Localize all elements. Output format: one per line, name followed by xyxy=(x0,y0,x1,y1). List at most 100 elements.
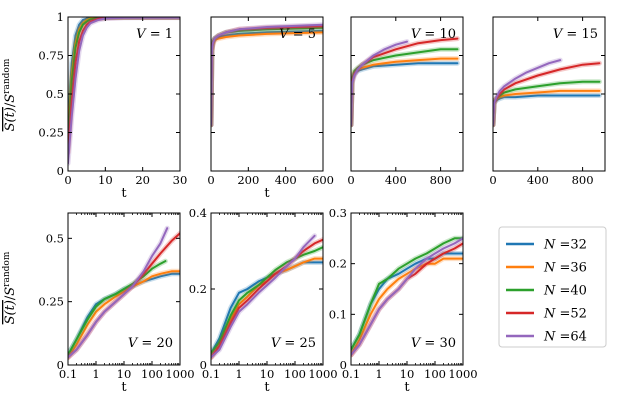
x-tick-label: 100 xyxy=(284,367,306,381)
panel-1: 0 10 20 30 0 0.25 0.5 0.75 1 t V = 1 xyxy=(38,10,187,201)
series-line-n64 xyxy=(351,40,408,126)
x-tick-label: 1 xyxy=(375,367,382,381)
x-axis-label: t xyxy=(264,186,270,201)
x-tick-label: 200 xyxy=(237,173,259,187)
series-line-n36 xyxy=(351,257,463,356)
panel-5: 0.1 1 10 100 1000 0 0.25 0.5 t V = 20 xyxy=(38,212,195,395)
y-tick-label: 0.25 xyxy=(38,126,64,140)
x-tick-label: 30 xyxy=(173,173,188,187)
series-line-n64 xyxy=(493,59,562,126)
y-tick-label: 0.3 xyxy=(329,206,347,220)
series-line-n40 xyxy=(351,237,463,351)
x-tick-label: 600 xyxy=(312,173,334,187)
series-line-n36 xyxy=(211,31,323,126)
x-tick-label: 0 xyxy=(207,173,214,187)
x-tick-label: 400 xyxy=(527,173,549,187)
series-line-n40 xyxy=(68,260,167,356)
panel-6-series xyxy=(211,233,323,360)
legend-label: N =40 xyxy=(543,284,587,299)
y-axis-label-bottom: S(t)/Srandom xyxy=(2,251,18,324)
y-tick-label: 0 xyxy=(57,164,64,178)
x-tick-label: 1000 xyxy=(308,367,337,381)
panel-6: 0.1 1 10 100 1000 0 0.2 0.4 t V = 25 xyxy=(189,206,338,395)
series-band-n32 xyxy=(493,93,602,128)
series-line-n64 xyxy=(211,234,316,359)
y-tick-label: 0.75 xyxy=(38,49,64,63)
panel-v-label: V = 30 xyxy=(411,336,456,351)
x-tick-label: 10 xyxy=(117,367,132,381)
y-tick-label: 0.5 xyxy=(46,231,64,245)
x-tick-label: 0 xyxy=(64,173,71,187)
y-tick-label: 0 xyxy=(200,358,207,372)
legend: N =32 N =36 N =40 N =52 N =64 xyxy=(498,226,607,348)
series-line-n32 xyxy=(211,29,323,126)
panel-1-series xyxy=(68,17,180,166)
series-band-n36 xyxy=(211,29,323,128)
x-axis-label: t xyxy=(121,186,127,201)
x-tick-label: 400 xyxy=(385,173,407,187)
x-tick-label: 1 xyxy=(235,367,242,381)
y-tick-label: 0.1 xyxy=(329,307,347,321)
y-tick-label: 0.2 xyxy=(189,282,207,296)
series-line-n64 xyxy=(68,227,169,359)
series-line-n40 xyxy=(211,246,323,355)
x-tick-label: 0.1 xyxy=(59,367,77,381)
panel-v-label: V = 20 xyxy=(128,336,173,351)
x-tick-label: 20 xyxy=(135,173,150,187)
series-line-n64 xyxy=(68,17,180,165)
x-tick-label: 10 xyxy=(400,367,415,381)
legend-label: N =52 xyxy=(543,307,587,322)
series-line-n52 xyxy=(211,238,323,359)
x-tick-label: 0 xyxy=(347,173,354,187)
y-tick-label: 0.25 xyxy=(38,295,64,309)
y-axis-labels: S(t)/Srandom S(t)/Srandom xyxy=(2,58,18,324)
panel-3-series xyxy=(351,36,460,128)
x-tick-label: 800 xyxy=(572,173,594,187)
x-axis-label: t xyxy=(264,380,270,395)
legend-label: N =32 xyxy=(543,238,587,253)
panel-v-label: V = 10 xyxy=(411,27,456,42)
y-tick-label: 0.2 xyxy=(329,257,347,271)
x-tick-label: 800 xyxy=(430,173,452,187)
legend-label: N =36 xyxy=(543,261,587,276)
x-tick-label: 0.1 xyxy=(342,367,360,381)
series-line-n64 xyxy=(211,23,323,126)
panel-v-label: V = 25 xyxy=(271,336,316,351)
y-axis-label-top: S(t)/Srandom xyxy=(2,58,18,131)
series-band-n32 xyxy=(351,60,460,128)
panel-v-label: V = 15 xyxy=(553,27,598,42)
panel-2-series xyxy=(211,22,323,128)
x-tick-label: 1000 xyxy=(448,367,477,381)
series-line-n32 xyxy=(493,94,601,126)
panel-4: 0 400 800 V = 15 xyxy=(489,16,606,187)
series-band-n32 xyxy=(211,28,323,128)
legend-label: N =64 xyxy=(543,330,587,345)
x-tick-label: 100 xyxy=(424,367,446,381)
x-tick-label: 1 xyxy=(92,367,99,381)
series-line-n32 xyxy=(351,62,459,126)
panel-7-series xyxy=(351,235,463,358)
x-tick-label: 100 xyxy=(141,367,163,381)
x-tick-label: 400 xyxy=(275,173,297,187)
y-tick-label: 1 xyxy=(57,10,64,24)
panel-4-series xyxy=(493,57,602,128)
series-line-n64 xyxy=(351,237,463,356)
y-tick-label: 0 xyxy=(57,358,64,372)
y-tick-label: 0.4 xyxy=(189,206,207,220)
panel-v-label: V = 1 xyxy=(136,27,173,42)
panel-5-series xyxy=(68,225,180,360)
x-tick-label: 10 xyxy=(98,173,113,187)
x-tick-label: 10 xyxy=(260,367,275,381)
x-axis-label: t xyxy=(404,380,410,395)
x-tick-label: 1000 xyxy=(165,367,194,381)
series-line-n36 xyxy=(68,270,180,359)
y-tick-label: 0 xyxy=(340,358,347,372)
x-tick-label: 0.1 xyxy=(202,367,220,381)
x-tick-label: 0 xyxy=(489,173,496,187)
y-tick-label: 0.5 xyxy=(46,87,64,101)
series-band-n36 xyxy=(351,56,460,128)
panel-3: 0 400 800 V = 10 xyxy=(347,16,464,187)
legend-box xyxy=(498,226,607,348)
